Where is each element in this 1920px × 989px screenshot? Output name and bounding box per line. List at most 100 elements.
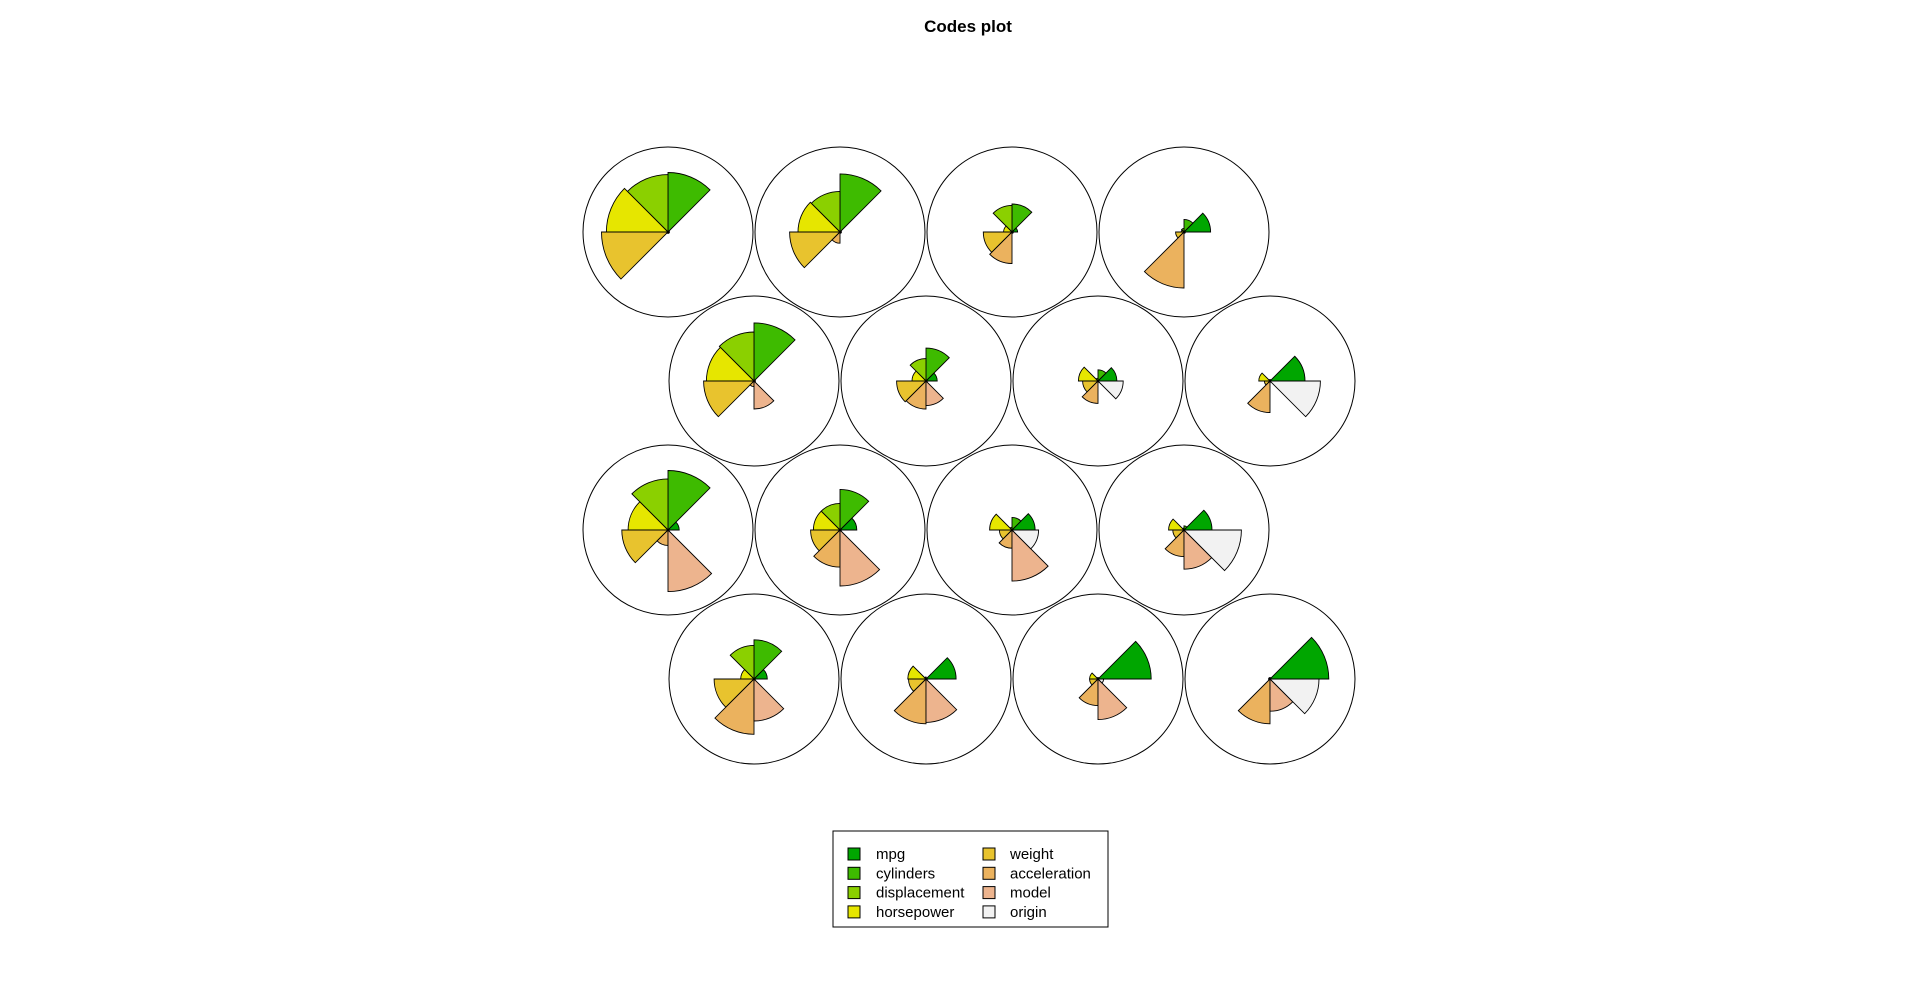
segment-horsepower xyxy=(1089,672,1100,680)
legend-swatch-cylinders xyxy=(847,866,861,880)
legend-swatch-acceleration xyxy=(982,866,996,880)
unit-circle xyxy=(926,146,1098,318)
segment-origin xyxy=(1182,529,1242,572)
segment-origin xyxy=(924,380,928,383)
chart-title: Codes plot xyxy=(924,17,1012,36)
legend-label-model: model xyxy=(1010,885,1051,902)
legend-box xyxy=(832,830,1109,928)
unit-circle xyxy=(926,444,1098,616)
unit-circle xyxy=(754,444,926,616)
segment-cylinders xyxy=(1097,369,1107,383)
segment-cylinders xyxy=(1011,516,1022,532)
segment-origin xyxy=(1010,529,1040,550)
som-unit-2-1 xyxy=(668,295,840,467)
segment-origin xyxy=(666,231,670,234)
segment-cylinders xyxy=(1183,525,1188,532)
segment-mpg xyxy=(1182,509,1213,531)
segment-displacement xyxy=(631,478,669,532)
legend-label-mpg: mpg xyxy=(876,846,905,863)
segment-horsepower xyxy=(907,665,928,680)
legend-swatch-weight xyxy=(982,847,996,861)
unit-circle xyxy=(668,295,840,467)
segment-weight xyxy=(621,529,670,564)
segment-acceleration xyxy=(1081,379,1099,404)
segment-horsepower xyxy=(989,513,1014,531)
segment-acceleration xyxy=(989,230,1013,264)
legend-swatch-origin xyxy=(982,905,996,919)
legend-swatch-mpg xyxy=(847,847,861,861)
segment-origin xyxy=(666,529,670,532)
segment-cylinders xyxy=(839,488,870,532)
som-unit-3-4 xyxy=(1098,444,1270,616)
segment-origin xyxy=(1096,380,1124,400)
segment-horsepower xyxy=(1168,518,1186,531)
segment-origin xyxy=(1010,231,1014,234)
segment-acceleration xyxy=(905,379,927,410)
segment-cylinders xyxy=(839,173,882,234)
segment-weight xyxy=(703,380,756,418)
legend-label-weight: weight xyxy=(1009,846,1054,863)
segment-cylinders xyxy=(667,172,711,234)
segment-displacement xyxy=(729,644,755,681)
segment-weight xyxy=(789,231,842,269)
segment-model xyxy=(925,677,958,723)
unit-circle xyxy=(1012,593,1184,765)
som-unit-1-4 xyxy=(1098,146,1270,318)
segment-mpg xyxy=(1096,640,1152,680)
segment-displacement xyxy=(992,204,1013,234)
legend: mpg cylinders displacement horsepower weight… xyxy=(832,830,1109,928)
segment-weight xyxy=(896,380,928,403)
segment-acceleration xyxy=(831,230,841,244)
som-unit-4-3 xyxy=(1012,593,1184,765)
segment-origin xyxy=(1268,380,1321,418)
segment-cylinders xyxy=(667,470,711,532)
som-unit-1-3 xyxy=(926,146,1098,318)
segment-mpg xyxy=(1182,212,1212,233)
som-unit-4-1 xyxy=(668,593,840,765)
legend-swatch-model xyxy=(982,886,996,900)
segment-cylinders xyxy=(1011,203,1033,234)
unit-circle xyxy=(1184,295,1356,467)
som-unit-3-2 xyxy=(754,444,926,616)
segment-horsepower xyxy=(1258,372,1272,382)
segment-origin xyxy=(752,678,756,681)
segment-cylinders xyxy=(1183,218,1194,234)
segment-displacement xyxy=(718,331,755,383)
som-unit-2-4 xyxy=(1184,295,1356,467)
som-unit-1-2 xyxy=(754,146,926,318)
som-units-layer xyxy=(582,146,1356,765)
segment-weight xyxy=(601,231,670,280)
segment-cylinders xyxy=(753,322,796,383)
segment-model xyxy=(925,379,944,406)
unit-circle xyxy=(582,444,754,616)
som-unit-2-2 xyxy=(840,295,1012,467)
som-unit-3-3 xyxy=(926,444,1098,616)
segment-origin xyxy=(1268,678,1320,715)
legend-label-horsepower: horsepower xyxy=(876,904,954,921)
segment-horsepower xyxy=(1077,366,1100,382)
segment-model xyxy=(839,528,881,587)
segment-model xyxy=(1097,677,1128,721)
unit-circle xyxy=(1184,593,1356,765)
som-unit-4-2 xyxy=(840,593,1012,765)
som-unit-4-4 xyxy=(1184,593,1356,765)
segment-acceleration xyxy=(1237,677,1271,725)
legend-label-displacement: displacement xyxy=(876,885,965,902)
legend-label-acceleration: acceleration xyxy=(1010,865,1091,882)
unit-circle xyxy=(840,295,1012,467)
segment-model xyxy=(753,379,775,410)
segment-origin xyxy=(1182,231,1186,234)
segment-mpg xyxy=(1268,355,1306,382)
legend-swatch-horsepower xyxy=(847,905,861,919)
som-unit-1-1 xyxy=(582,146,754,318)
segment-origin xyxy=(1096,678,1105,684)
segment-origin xyxy=(838,529,842,532)
segment-displacement xyxy=(909,358,927,383)
segment-acceleration xyxy=(893,677,927,725)
segment-acceleration xyxy=(714,677,755,735)
segment-model xyxy=(667,528,713,593)
som-unit-2-3 xyxy=(1012,295,1184,467)
segment-acceleration xyxy=(1078,677,1099,707)
segment-mpg xyxy=(1268,636,1330,680)
